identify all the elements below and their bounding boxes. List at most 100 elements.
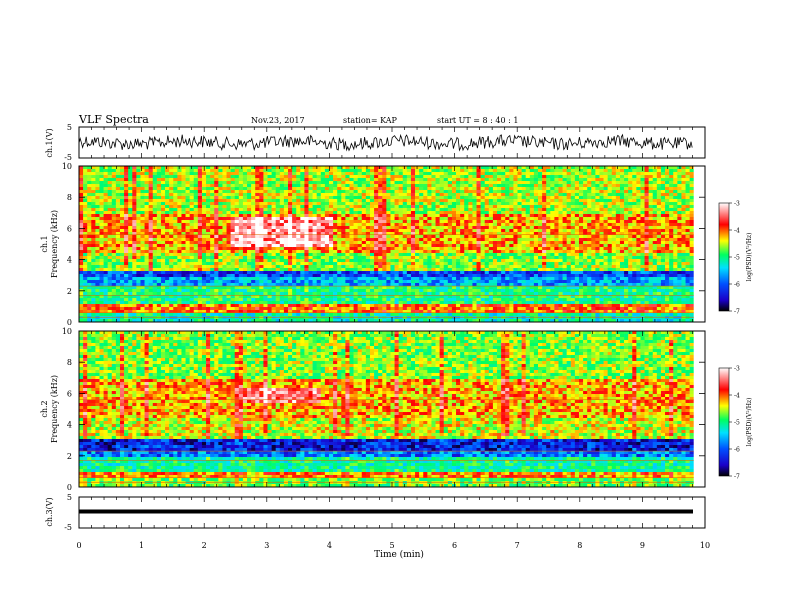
spectrogram-cell xyxy=(230,184,236,188)
spectrogram-cell xyxy=(197,253,203,257)
spectrogram-cell xyxy=(271,310,277,314)
spectrogram-cell xyxy=(218,286,223,290)
spectrogram-cell xyxy=(415,226,420,230)
spectrogram-cell xyxy=(357,307,363,311)
spectrogram-cell xyxy=(230,250,236,254)
spectrogram-cell xyxy=(292,286,297,290)
spectrogram-cell xyxy=(218,184,223,188)
spectrogram-cell xyxy=(230,238,236,242)
spectrogram-cell xyxy=(341,244,346,248)
spectrogram-cell xyxy=(210,283,215,287)
spectrogram-cell xyxy=(398,286,404,290)
spectrogram-cell xyxy=(169,262,174,266)
spectrogram-cell xyxy=(230,277,236,281)
spectrogram-cell xyxy=(210,271,215,275)
spectrogram-cell xyxy=(132,283,137,287)
spectrogram-cell xyxy=(119,307,125,311)
spectrogram-cell xyxy=(218,307,223,311)
spectrogram-cell xyxy=(226,199,231,203)
spectrogram-cell xyxy=(353,178,358,182)
spectrogram-cell xyxy=(296,262,301,266)
spectrogram-cell xyxy=(95,286,100,290)
spectrogram-cell xyxy=(185,169,190,173)
spectrogram-cell xyxy=(259,226,264,230)
spectrogram-cell xyxy=(189,277,195,281)
spectrogram-cell xyxy=(439,247,445,251)
spectrogram-cell xyxy=(308,208,313,212)
spectrogram-cell xyxy=(333,232,338,236)
spectrogram-cell xyxy=(251,274,256,278)
spectrogram-cell xyxy=(87,223,92,227)
spectrogram-cell xyxy=(124,235,129,239)
spectrogram-cell xyxy=(341,205,346,209)
spectrogram-cell xyxy=(357,190,363,194)
spectrogram-cell xyxy=(423,277,428,281)
spectrogram-cell xyxy=(156,310,162,314)
spectrogram-cell xyxy=(160,199,166,203)
spectrogram-cell xyxy=(160,319,166,323)
spectrogram-cell xyxy=(107,175,113,179)
spectrogram-cell xyxy=(271,277,277,281)
spectrogram-cell xyxy=(87,190,92,194)
spectrogram-cell xyxy=(259,202,264,206)
spectrogram-cell xyxy=(181,238,186,242)
spectrogram-cell xyxy=(304,256,309,260)
spectrogram-cell xyxy=(238,169,244,173)
spectrogram-cell xyxy=(349,175,354,179)
spectrogram-cell xyxy=(214,307,219,311)
spectrogram-cell xyxy=(406,205,412,209)
spectrogram-cell xyxy=(419,184,424,188)
spectrogram-cell xyxy=(119,202,125,206)
spectrogram-cell xyxy=(185,283,190,287)
spectrogram-cell xyxy=(79,193,84,197)
spectrogram-cell xyxy=(193,232,199,236)
spectrogram-cell xyxy=(251,238,256,242)
spectrogram-cell xyxy=(144,301,149,305)
spectrogram-cell xyxy=(423,289,428,293)
spectrogram-cell xyxy=(427,292,432,296)
spectrogram-cell xyxy=(259,283,264,287)
spectrogram-cell xyxy=(296,211,301,215)
spectrogram-cell xyxy=(464,277,469,281)
spectrogram-cell xyxy=(136,286,141,290)
spectrogram-cell xyxy=(177,190,182,194)
spectrogram-cell xyxy=(177,175,182,179)
spectrogram-cell xyxy=(255,277,260,281)
spectrogram-cell xyxy=(79,175,84,179)
spectrogram-cell xyxy=(357,253,363,257)
spectrogram-cell xyxy=(177,292,182,296)
spectrogram-cell xyxy=(398,319,404,323)
spectrogram-cell xyxy=(337,178,342,182)
spectrogram-cell xyxy=(247,268,252,272)
spectrogram-cell xyxy=(423,199,428,203)
spectrogram-cell xyxy=(320,283,326,287)
spectrogram-cell xyxy=(132,220,137,224)
spectrogram-cell xyxy=(140,271,145,275)
spectrogram-cell xyxy=(148,283,154,287)
spectrogram-cell xyxy=(296,265,301,269)
spectrogram-cell xyxy=(316,247,322,251)
spectrogram-cell xyxy=(456,244,461,248)
spectrogram-cell xyxy=(382,313,387,317)
spectrogram-cell xyxy=(169,214,174,218)
spectrogram-cell xyxy=(451,223,457,227)
spectrogram-cell xyxy=(128,247,133,251)
spectrogram-cell xyxy=(406,220,412,224)
spectrogram-cell xyxy=(99,205,104,209)
spectrogram-cell xyxy=(128,313,133,317)
spectrogram-cell xyxy=(288,265,293,269)
spectrogram-cell xyxy=(185,304,190,308)
spectrogram-cell xyxy=(382,238,387,242)
spectrogram-cell xyxy=(218,256,223,260)
spectrogram-cell xyxy=(119,217,125,221)
spectrogram-cell xyxy=(292,193,297,197)
spectrogram-cell xyxy=(259,262,264,266)
spectrogram-cell xyxy=(337,253,342,257)
spectrogram-cell xyxy=(140,304,145,308)
spectrogram-cell xyxy=(292,235,297,239)
spectrogram-cell xyxy=(328,169,334,173)
spectrogram-cell xyxy=(124,301,129,305)
spectrogram-cell xyxy=(255,244,260,248)
spectrogram-cell xyxy=(91,169,96,173)
spectrogram-cell xyxy=(197,211,203,215)
